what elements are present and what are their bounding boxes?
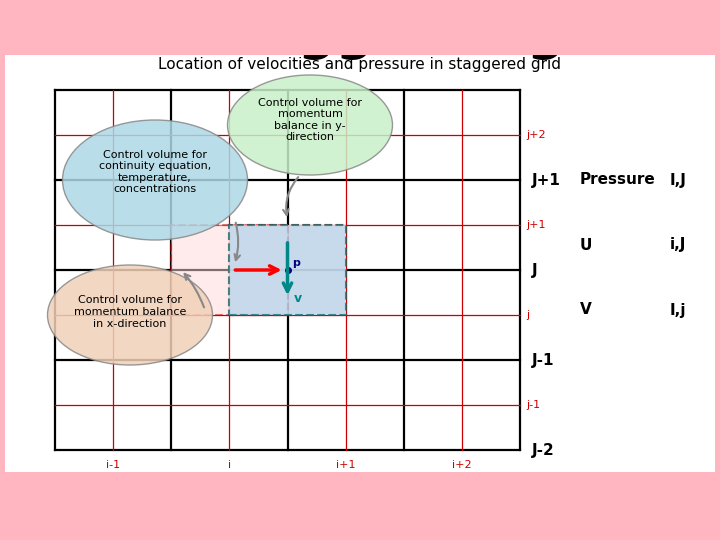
- Bar: [0, 52, 5, 472]
- Text: i: i: [228, 460, 231, 470]
- Text: Location of velocities and pressure in staggered grid: Location of velocities and pressure in s…: [158, 57, 562, 71]
- Text: CFD7r: CFD7r: [15, 30, 47, 38]
- Bar: [230, 225, 346, 315]
- Text: J-2: J-2: [532, 442, 554, 457]
- Text: Control volume for
momentum balance
in x-direction: Control volume for momentum balance in x…: [74, 295, 186, 329]
- Text: I-1: I-1: [160, 472, 182, 487]
- Bar: [0, 0, 720, 55]
- Ellipse shape: [63, 120, 248, 240]
- Text: p: p: [292, 258, 300, 268]
- Text: V: V: [580, 302, 592, 318]
- Text: J: J: [532, 262, 538, 278]
- Text: i+2: i+2: [452, 460, 472, 470]
- Bar: [5, 54, 715, 472]
- Text: I+2: I+2: [505, 472, 534, 487]
- Text: Control volume for
continuity equation,
temperature,
concentrations: Control volume for continuity equation, …: [99, 150, 211, 194]
- Text: I-2: I-2: [44, 472, 66, 487]
- Text: I: I: [284, 472, 290, 487]
- FancyBboxPatch shape: [11, 19, 51, 49]
- Text: J+1: J+1: [532, 172, 561, 187]
- Text: i,J: i,J: [670, 238, 686, 253]
- Text: j-1: j-1: [526, 400, 540, 410]
- Text: j+1: j+1: [526, 220, 546, 230]
- Bar: [0, 472, 720, 540]
- Text: Control volume for
momentum
balance in y-
direction: Control volume for momentum balance in y…: [258, 98, 362, 143]
- Text: I+1: I+1: [390, 472, 418, 487]
- Text: j+2: j+2: [526, 130, 546, 140]
- Text: j: j: [526, 310, 529, 320]
- Ellipse shape: [228, 75, 392, 175]
- Text: Pressure: Pressure: [580, 172, 656, 187]
- Ellipse shape: [48, 265, 212, 365]
- Text: FVM staggered grid: FVM staggered grid: [58, 8, 647, 60]
- Bar: [230, 225, 346, 315]
- Text: v: v: [294, 292, 302, 305]
- Bar: [171, 225, 287, 315]
- Text: i-1: i-1: [106, 460, 120, 470]
- Text: I,J: I,J: [670, 172, 687, 187]
- Bar: [715, 52, 720, 472]
- Text: I,j: I,j: [670, 302, 686, 318]
- Text: i+1: i+1: [336, 460, 356, 470]
- Text: J-1: J-1: [532, 353, 554, 368]
- Text: U: U: [580, 238, 593, 253]
